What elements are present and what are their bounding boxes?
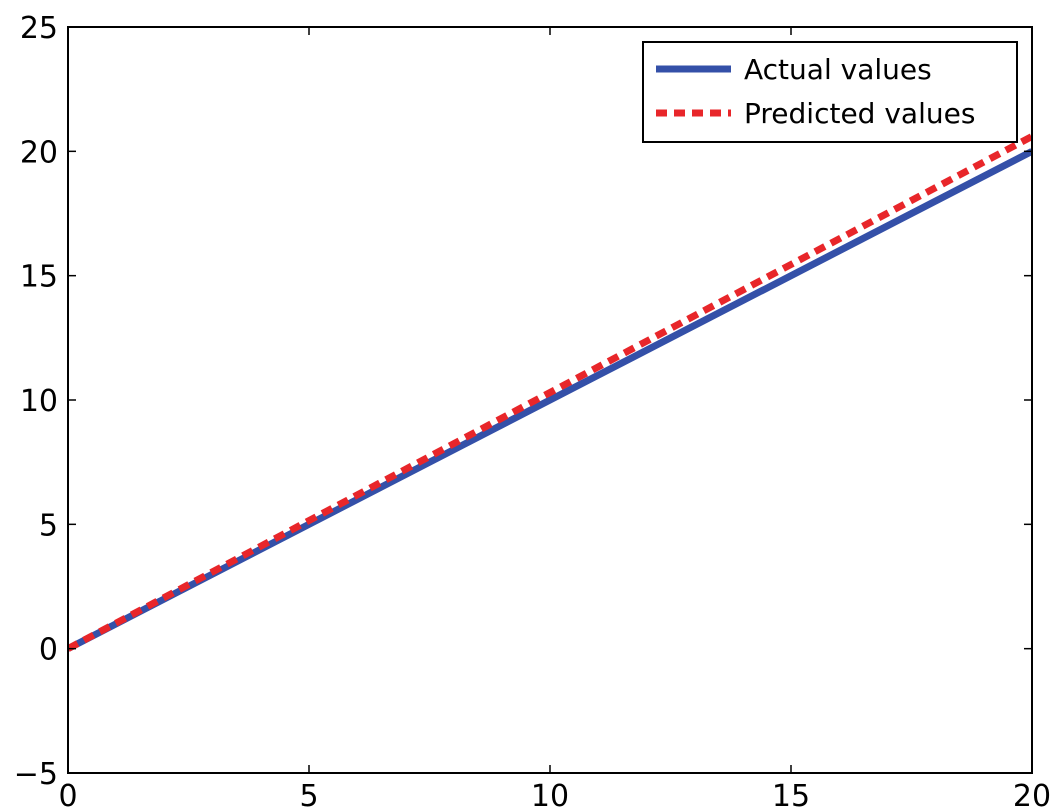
x-tick-label: 20 xyxy=(1013,779,1051,811)
x-tick-label: 0 xyxy=(58,779,77,811)
y-tick-label: −5 xyxy=(14,757,58,792)
y-tick-label: 10 xyxy=(20,384,58,419)
y-tick-label: 20 xyxy=(20,135,58,170)
y-tick-label: 0 xyxy=(39,633,58,668)
x-axis-tick-labels: 0 5 10 15 20 xyxy=(58,779,1051,811)
x-tick-label: 10 xyxy=(531,779,569,811)
ticks-layer xyxy=(67,26,1033,774)
legend-box xyxy=(642,41,1018,143)
legend-label-predicted-values: Predicted values xyxy=(744,97,975,130)
y-tick-label: 25 xyxy=(20,11,58,46)
y-tick-label: 5 xyxy=(39,508,58,543)
legend-label-actual-values: Actual values xyxy=(744,53,932,86)
series-line-predicted-values xyxy=(68,133,1032,652)
y-axis-tick-labels: −5 0 5 10 15 20 25 xyxy=(14,11,58,792)
y-tick-label: 15 xyxy=(20,260,58,295)
x-tick-label: 15 xyxy=(772,779,810,811)
x-tick-label: 5 xyxy=(299,779,318,811)
series-layer xyxy=(68,133,1032,652)
legend: Actual values Predicted values xyxy=(642,41,1018,143)
